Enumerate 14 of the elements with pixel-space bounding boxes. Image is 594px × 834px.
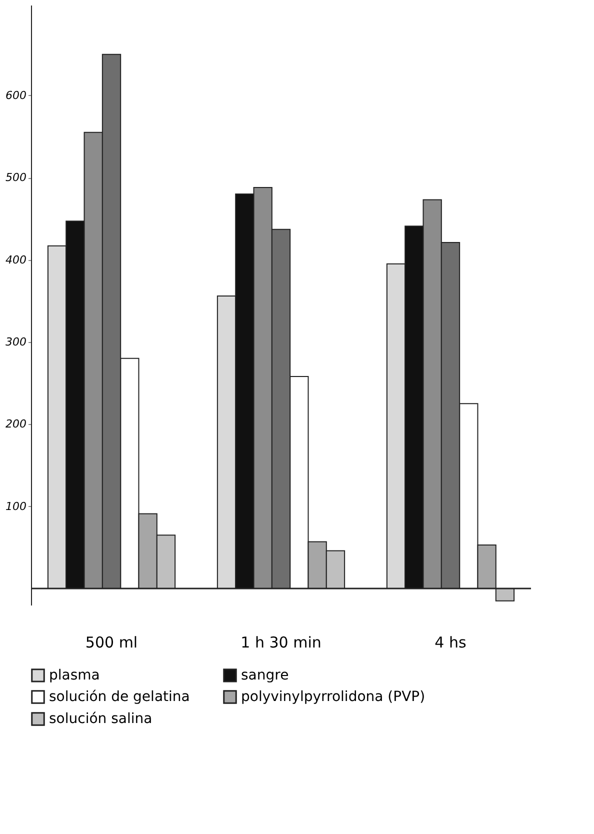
- x-tick-label: 500 ml: [85, 634, 138, 652]
- y-tick-label: 500: [6, 171, 26, 184]
- x-tick-label: 4 hs: [434, 634, 466, 652]
- y-tick-label: 200: [6, 418, 26, 431]
- y-tick-label: 300: [6, 335, 26, 348]
- y-tick-label: 100: [6, 500, 26, 513]
- y-tick-label: 400: [6, 253, 26, 266]
- legend-label: polyvinylpyrrolidona (PVP): [241, 689, 426, 705]
- legend-label: sangre: [241, 667, 289, 684]
- legend-label: solución de gelatina: [49, 689, 190, 705]
- legend-label: solución salina: [49, 711, 152, 727]
- y-tick-label: 600: [6, 88, 26, 102]
- x-tick-label: 1 h 30 min: [240, 634, 322, 652]
- legend-label: plasma: [49, 667, 100, 684]
